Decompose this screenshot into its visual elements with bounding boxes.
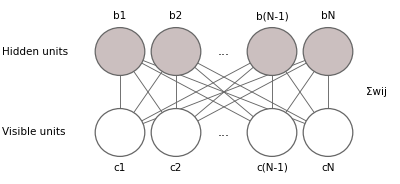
Ellipse shape — [151, 28, 201, 75]
Text: b2: b2 — [169, 11, 183, 21]
Ellipse shape — [247, 28, 297, 75]
Ellipse shape — [303, 28, 353, 75]
Text: cN: cN — [321, 163, 335, 173]
Text: b1: b1 — [113, 11, 127, 21]
Text: ...: ... — [218, 45, 230, 58]
Text: Σwij: Σwij — [366, 87, 387, 97]
Ellipse shape — [95, 28, 145, 75]
Text: bN: bN — [321, 11, 335, 21]
Text: b(N-1): b(N-1) — [256, 11, 288, 21]
Ellipse shape — [247, 109, 297, 156]
Ellipse shape — [151, 109, 201, 156]
Ellipse shape — [303, 109, 353, 156]
Text: Visible units: Visible units — [2, 128, 66, 137]
Text: c(N-1): c(N-1) — [256, 163, 288, 173]
Text: ...: ... — [218, 126, 230, 139]
Ellipse shape — [95, 109, 145, 156]
Text: Hidden units: Hidden units — [2, 47, 68, 56]
Text: c2: c2 — [170, 163, 182, 173]
Text: c1: c1 — [114, 163, 126, 173]
